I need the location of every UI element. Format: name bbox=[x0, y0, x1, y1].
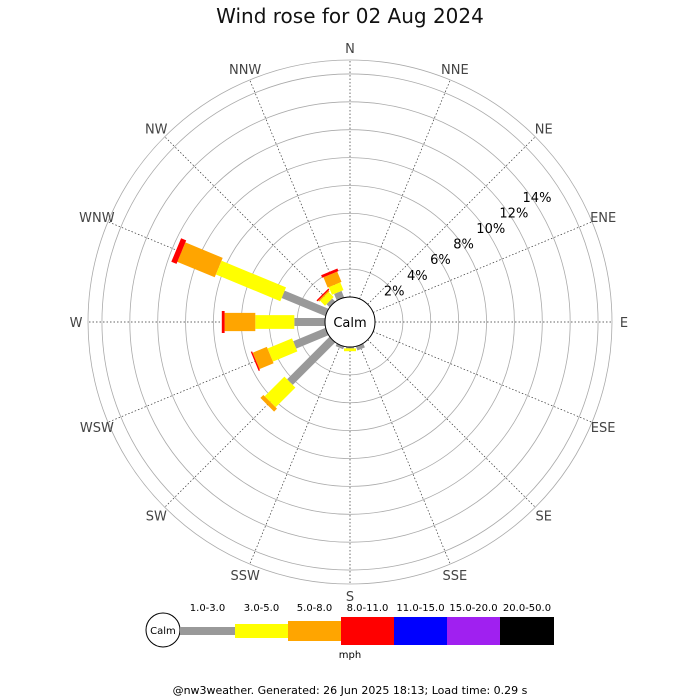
radial-tick-label: 12% bbox=[499, 206, 528, 221]
bar-sw-1.0-3.0 bbox=[287, 336, 336, 385]
radial-tick-label: 8% bbox=[453, 238, 474, 253]
grid-ring-outer bbox=[87, 59, 613, 585]
bar-nw-5.0-8.0 bbox=[318, 290, 330, 302]
bar-wsw-8.0-11.0 bbox=[250, 351, 260, 371]
grid-ring bbox=[129, 101, 571, 543]
direction-label-ne: NE bbox=[535, 122, 553, 137]
radial-tick-label: 6% bbox=[430, 253, 451, 268]
wind-bars bbox=[171, 238, 365, 412]
legend-swatch-3.0-5.0 bbox=[235, 624, 288, 638]
bar-w-1.0-3.0 bbox=[294, 318, 325, 326]
radial-tick-label: 14% bbox=[523, 191, 552, 206]
direction-label-nw: NW bbox=[145, 122, 168, 137]
speed-legend: Calm mph 1.0-3.0 3.0-5.0 5.0-8.0 8.0-11.0 11… bbox=[145, 603, 554, 661]
grid-ring bbox=[101, 73, 599, 571]
legend-swatch-11.0-15.0 bbox=[394, 617, 447, 645]
radial-tick-labels: 2%4%6%8%10%12%14% bbox=[384, 191, 552, 300]
bar-nnw-8.0-11.0 bbox=[321, 268, 339, 278]
legend-range-label: 1.0-3.0 bbox=[190, 603, 225, 614]
grid-ring bbox=[185, 157, 515, 487]
legend-range-label: 5.0-8.0 bbox=[297, 603, 332, 614]
legend-range-label: 11.0-15.0 bbox=[396, 603, 444, 614]
spoke-ssw bbox=[249, 344, 341, 565]
bar-nnw-5.0-8.0 bbox=[323, 271, 342, 288]
calm-circle bbox=[324, 296, 376, 348]
bar-ssw-1.0-3.0 bbox=[335, 343, 345, 350]
bar-sse-1.0-3.0 bbox=[355, 343, 365, 351]
direction-label-nne: NNE bbox=[441, 63, 469, 78]
footer-text: @nw3weather. Generated: 26 Jun 2025 18:1… bbox=[172, 684, 528, 697]
calm-label: Calm bbox=[333, 316, 366, 331]
legend-range-label: 8.0-11.0 bbox=[347, 603, 389, 614]
radial-tick-label: 10% bbox=[476, 222, 505, 237]
legend-swatch-20.0-50.0 bbox=[500, 617, 554, 645]
bar-nw-8.0-11.0 bbox=[316, 288, 330, 302]
legend-range-label: 3.0-5.0 bbox=[244, 603, 279, 614]
calm-center: Calm bbox=[324, 296, 376, 348]
direction-label-ese: ESE bbox=[591, 421, 616, 436]
bar-sw-5.0-8.0 bbox=[260, 395, 277, 412]
bar-w-8.0-11.0 bbox=[221, 311, 225, 333]
spoke-sse bbox=[359, 344, 451, 565]
bar-nw-3.0-5.0 bbox=[320, 292, 334, 306]
direction-label-ssw: SSW bbox=[230, 569, 260, 584]
legend-swatch-8.0-11.0 bbox=[341, 617, 394, 645]
direction-label-s: S bbox=[346, 590, 354, 605]
spoke-ne bbox=[367, 136, 536, 305]
direction-label-n: N bbox=[345, 42, 355, 57]
grid-layer bbox=[87, 59, 613, 585]
direction-label-e: E bbox=[620, 316, 628, 331]
bar-w-5.0-8.0 bbox=[224, 312, 256, 332]
grid-ring bbox=[213, 185, 487, 459]
direction-label-se: SE bbox=[536, 510, 552, 525]
direction-label-nnw: NNW bbox=[229, 63, 261, 78]
bar-nnw-3.0-5.0 bbox=[328, 282, 344, 295]
spoke-nne bbox=[359, 79, 451, 300]
legend-range-label: 20.0-50.0 bbox=[503, 603, 551, 614]
spoke-nnw bbox=[249, 79, 341, 300]
spoke-se bbox=[367, 339, 536, 508]
legend-calm-label: Calm bbox=[150, 626, 176, 637]
direction-label-sse: SSE bbox=[442, 569, 467, 584]
spoke-ene bbox=[372, 221, 593, 313]
direction-label-ene: ENE bbox=[590, 211, 616, 226]
bar-w-3.0-5.0 bbox=[255, 315, 295, 329]
legend-units: mph bbox=[339, 650, 361, 661]
radial-tick-label: 4% bbox=[407, 269, 428, 284]
bar-wnw-5.0-8.0 bbox=[177, 242, 223, 278]
legend-swatch-1.0-3.0 bbox=[180, 627, 235, 635]
bar-sw-3.0-5.0 bbox=[264, 376, 296, 408]
page-title: Wind rose for 02 Aug 2024 bbox=[216, 4, 484, 28]
bar-wsw-5.0-8.0 bbox=[252, 346, 274, 370]
direction-label-w: W bbox=[70, 316, 83, 331]
bar-wsw-1.0-3.0 bbox=[293, 327, 329, 349]
bar-wsw-3.0-5.0 bbox=[267, 338, 298, 362]
legend-range-label: 15.0-20.0 bbox=[449, 603, 497, 614]
direction-label-wsw: WSW bbox=[80, 421, 114, 436]
spoke-ese bbox=[372, 331, 593, 423]
grid-ring bbox=[157, 129, 543, 515]
bar-wnw-8.0-11.0 bbox=[171, 238, 187, 264]
bar-wnw-1.0-3.0 bbox=[281, 290, 329, 317]
legend-swatch-5.0-8.0 bbox=[288, 621, 341, 641]
direction-label-sw: SW bbox=[146, 510, 167, 525]
radial-tick-label: 2% bbox=[384, 284, 405, 299]
legend-swatch-15.0-20.0 bbox=[447, 617, 500, 645]
bar-wnw-3.0-5.0 bbox=[215, 260, 286, 302]
bar-s-3.0-5.0 bbox=[344, 348, 356, 352]
compass-labels: N NNE NE ENE E ESE SE SSE S SSW SW WSW W WNW NW NNW bbox=[70, 42, 629, 605]
bar-nw-1.0-3.0 bbox=[326, 298, 336, 308]
spoke-nw bbox=[164, 136, 333, 305]
direction-label-wnw: WNW bbox=[79, 211, 115, 226]
